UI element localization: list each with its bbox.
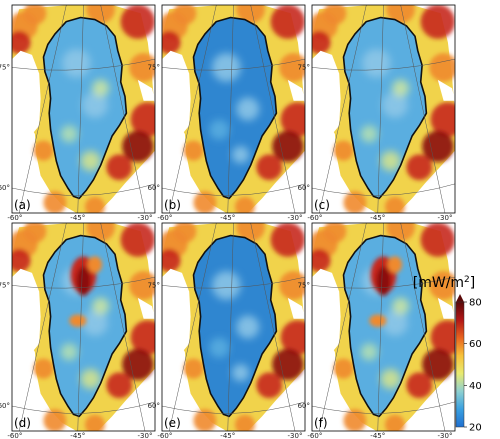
lat-label: 75° [298,63,310,71]
unit-close: ] [470,275,475,291]
ice-margin-outline [192,234,278,418]
lon-label: -45° [370,214,385,222]
colorbar-tick-label: 80 [469,298,482,309]
panel-frame [161,222,306,432]
panel-label: (c) [314,198,330,212]
lat-label: 60° [0,402,10,410]
lon-label: -30° [288,214,303,222]
lat-label: 75° [148,281,160,289]
panel-label: (e) [164,416,181,430]
lat-label: 75° [298,281,310,289]
panel-label: (b) [164,198,181,212]
colorbar-unit-label: [mW/m2] [413,275,476,291]
ocean-gap [312,50,341,136]
map-panel: 75° 60° -60° -45° -30° (d) [0,222,156,439]
ocean-gap [12,50,41,136]
lon-label: -45° [220,214,235,222]
panel-frame [161,4,306,214]
graticule [312,223,455,431]
unit-text: [mW/m [413,275,464,291]
lon-label: -60° [157,432,172,439]
graticule [12,5,155,213]
panel-frame [11,4,156,214]
lat-label: 75° [0,281,10,289]
lon-label: -45° [220,432,235,439]
map-panel: 75° 60° -60° -45° -30° (c) [298,4,456,222]
lon-label: -60° [7,214,22,222]
lat-label: 75° [148,63,160,71]
map-panel: 75° 60° -60° -45° -30° (a) [0,4,156,222]
unit-superscript: 2 [464,275,470,285]
lon-label: -60° [157,214,172,222]
lon-label: -30° [288,432,303,439]
map-panel: 75° 60° -60° -45° -30° (f) [298,222,456,439]
lon-label: -30° [438,214,453,222]
colorbar-tick-label: 60 [469,339,482,350]
lat-label: 60° [298,184,310,192]
ice-margin-outline [42,234,128,418]
ocean-gap [12,268,41,354]
lon-label: -45° [70,214,85,222]
lat-label: 60° [298,402,310,410]
panel-frame [311,4,456,214]
colorbar-max-arrow [456,294,464,302]
ice-margin-outline [42,16,128,200]
ice-margin-outline [342,16,428,200]
lon-label: -45° [70,432,85,439]
panel-frame [311,222,456,432]
central-hotspot [369,256,403,328]
graticule [312,5,455,213]
ocean-gap [162,50,191,136]
ocean-gap [162,268,191,354]
graticule [12,223,155,431]
lon-label: -30° [438,432,453,439]
graticule [162,5,305,213]
lat-label: 75° [0,63,10,71]
panel-label: (f) [314,416,328,430]
panel-frame [11,222,156,432]
lon-label: -45° [370,432,385,439]
lat-label: 60° [148,402,160,410]
map-panel: 75° 60° -60° -45° -30° (b) [148,4,306,222]
graticule [162,223,305,431]
map-panel: 75° 60° -60° -45° -30° (e) [148,222,306,439]
lon-label: -60° [307,432,322,439]
colorbar: [mW/m2] 80 60 40 20 [413,275,482,434]
lon-label: -60° [307,214,322,222]
lat-label: 60° [148,184,160,192]
lon-label: -30° [138,432,153,439]
colorbar-tick-label: 40 [469,381,482,392]
colorbar-bar [455,301,465,428]
ocean-gap [312,268,341,354]
central-hotspot [69,256,103,328]
panel-label: (a) [14,198,31,212]
lat-label: 60° [0,184,10,192]
colorbar-tick-label: 20 [469,423,482,434]
ice-margin-outline [192,16,278,200]
ice-margin-outline [342,234,428,418]
panel-label: (d) [14,416,31,430]
lon-label: -60° [7,432,22,439]
lon-label: -30° [138,214,153,222]
